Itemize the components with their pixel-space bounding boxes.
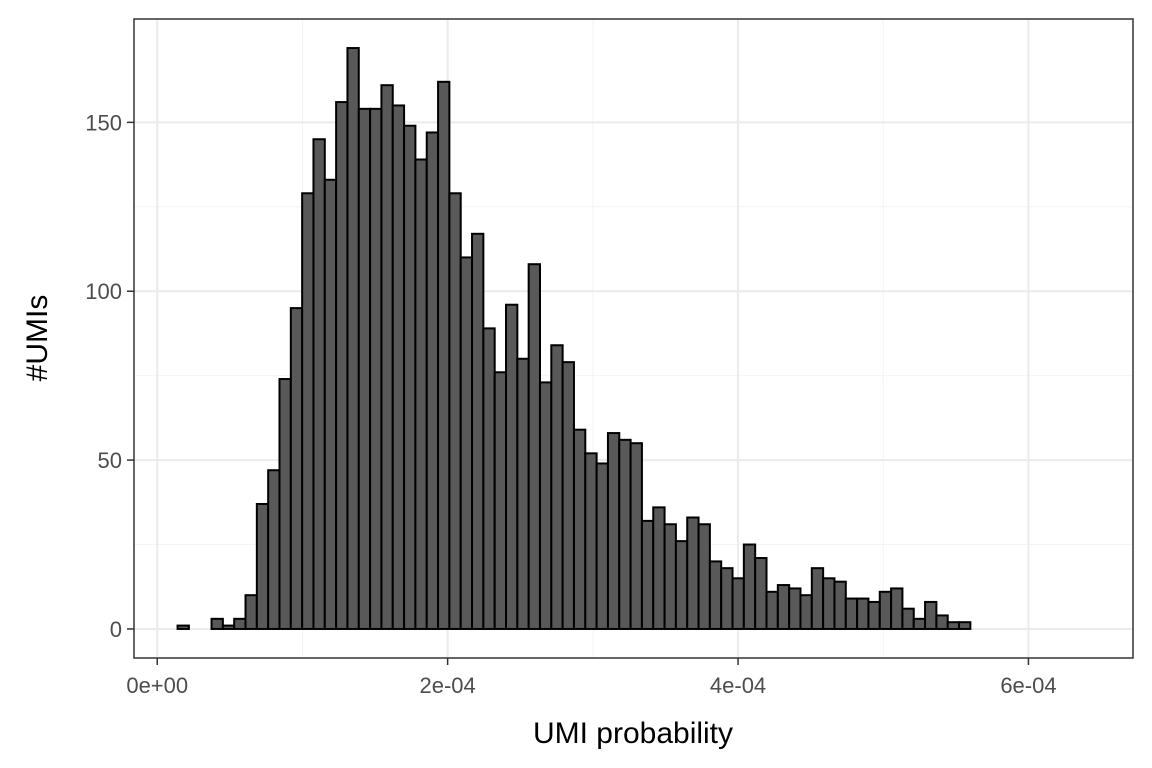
histogram-bar — [674, 540, 689, 630]
histogram-bar — [799, 594, 813, 630]
histogram-bar — [935, 614, 949, 630]
histogram-bar — [754, 557, 768, 630]
histogram-bar — [210, 617, 224, 630]
y-tick-label: 150 — [85, 110, 122, 135]
x-tick-label: 0e+00 — [126, 673, 188, 698]
histogram-bar — [776, 584, 791, 630]
histogram-bar — [584, 452, 598, 630]
histogram-bar — [844, 597, 859, 630]
histogram-bar — [958, 621, 972, 630]
histogram-bar — [788, 587, 802, 630]
histogram-bar — [901, 607, 915, 630]
histogram-bar — [448, 192, 462, 630]
histogram-bar — [720, 567, 734, 630]
histogram-bar — [867, 600, 881, 630]
histogram-bar — [516, 357, 530, 630]
histogram-bar — [833, 580, 847, 630]
histogram-bar — [380, 84, 394, 630]
histogram-bar — [267, 469, 281, 630]
y-tick-label: 0 — [110, 617, 122, 642]
histogram-bar — [810, 567, 825, 630]
histogram-bar — [482, 327, 496, 630]
histogram-bar — [437, 80, 451, 630]
panel-border — [133, 18, 1134, 659]
histogram-bar — [550, 344, 564, 630]
histogram-bar — [527, 263, 541, 630]
x-tick-label: 6e-04 — [1000, 673, 1056, 698]
histogram-bar — [255, 502, 270, 630]
histogram-bar — [312, 138, 326, 630]
histogram-bar — [629, 442, 643, 630]
histogram-bar — [335, 101, 349, 630]
histogram-bar — [924, 600, 938, 630]
histogram-bar — [856, 597, 870, 630]
histogram-bar — [471, 232, 485, 630]
histogram-bar — [493, 371, 508, 630]
histogram-bar — [618, 438, 632, 630]
histogram-bars — [176, 47, 972, 630]
histogram-bar — [890, 587, 904, 630]
histogram-bar — [323, 178, 338, 630]
histogram-bar — [369, 107, 383, 630]
y-axis-ticks: 0 50 100 150 — [85, 110, 134, 642]
histogram-bar — [878, 590, 893, 630]
histogram-bar — [346, 47, 360, 630]
histogram-bar — [538, 381, 553, 630]
histogram-bar — [731, 577, 745, 630]
x-tick-label: 2e-04 — [419, 673, 475, 698]
histogram-bar — [561, 361, 575, 630]
histogram-bar — [289, 307, 304, 630]
y-axis-title: #UMIs — [21, 295, 54, 382]
histogram-bar — [822, 577, 836, 630]
histogram-bar — [595, 462, 609, 630]
histogram-bar — [606, 432, 621, 630]
histogram-bar — [652, 506, 666, 630]
histogram-bar — [686, 516, 700, 630]
histogram-bar — [278, 378, 292, 630]
histogram-bar — [403, 124, 417, 630]
histogram-bar — [357, 107, 372, 630]
histogram-bar — [505, 303, 519, 630]
histogram-bar — [663, 523, 677, 630]
histogram-bar — [912, 617, 927, 630]
y-tick-label: 100 — [85, 279, 122, 304]
histogram-bar — [301, 192, 315, 630]
histogram-bar — [765, 590, 779, 630]
histogram-bar — [946, 621, 961, 630]
histogram-bar — [742, 543, 757, 630]
histogram-bar — [233, 617, 247, 630]
histogram-bar — [708, 560, 723, 630]
histogram-bar — [244, 594, 258, 630]
histogram-bar — [459, 256, 474, 630]
y-tick-label: 50 — [98, 448, 122, 473]
histogram-bar — [425, 131, 440, 630]
histogram-bar — [221, 624, 236, 630]
histogram-bar — [391, 104, 406, 630]
x-tick-label: 4e-04 — [710, 673, 766, 698]
histogram-bar — [640, 519, 655, 630]
histogram-bar — [176, 624, 190, 630]
histogram-bar — [414, 158, 428, 630]
x-axis-ticks: 0e+00 2e-04 4e-04 6e-04 — [126, 658, 1057, 698]
x-axis-title: UMI probability — [533, 717, 733, 750]
histogram-bar — [697, 523, 711, 630]
histogram-bar — [572, 428, 587, 630]
